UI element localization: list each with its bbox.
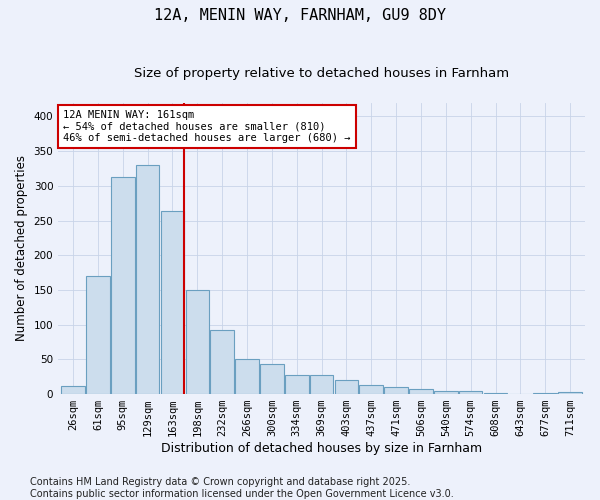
Bar: [86, 276, 110, 394]
Text: 12A MENIN WAY: 161sqm
← 54% of detached houses are smaller (810)
46% of semi-det: 12A MENIN WAY: 161sqm ← 54% of detached …: [64, 110, 351, 143]
Bar: [235, 360, 259, 394]
Title: Size of property relative to detached houses in Farnham: Size of property relative to detached ho…: [134, 68, 509, 80]
Bar: [409, 389, 433, 394]
Bar: [385, 387, 408, 394]
Bar: [310, 376, 334, 394]
Bar: [185, 290, 209, 394]
Bar: [558, 392, 582, 394]
Text: Contains HM Land Registry data © Crown copyright and database right 2025.
Contai: Contains HM Land Registry data © Crown c…: [30, 478, 454, 499]
Bar: [111, 178, 134, 394]
Bar: [359, 385, 383, 394]
Bar: [285, 376, 308, 394]
Text: 12A, MENIN WAY, FARNHAM, GU9 8DY: 12A, MENIN WAY, FARNHAM, GU9 8DY: [154, 8, 446, 22]
X-axis label: Distribution of detached houses by size in Farnham: Distribution of detached houses by size …: [161, 442, 482, 455]
Bar: [434, 392, 458, 394]
Bar: [335, 380, 358, 394]
Bar: [459, 392, 482, 394]
Y-axis label: Number of detached properties: Number of detached properties: [15, 156, 28, 342]
Bar: [61, 386, 85, 394]
Bar: [260, 364, 284, 394]
Bar: [211, 330, 234, 394]
Bar: [136, 165, 160, 394]
Bar: [161, 212, 184, 394]
